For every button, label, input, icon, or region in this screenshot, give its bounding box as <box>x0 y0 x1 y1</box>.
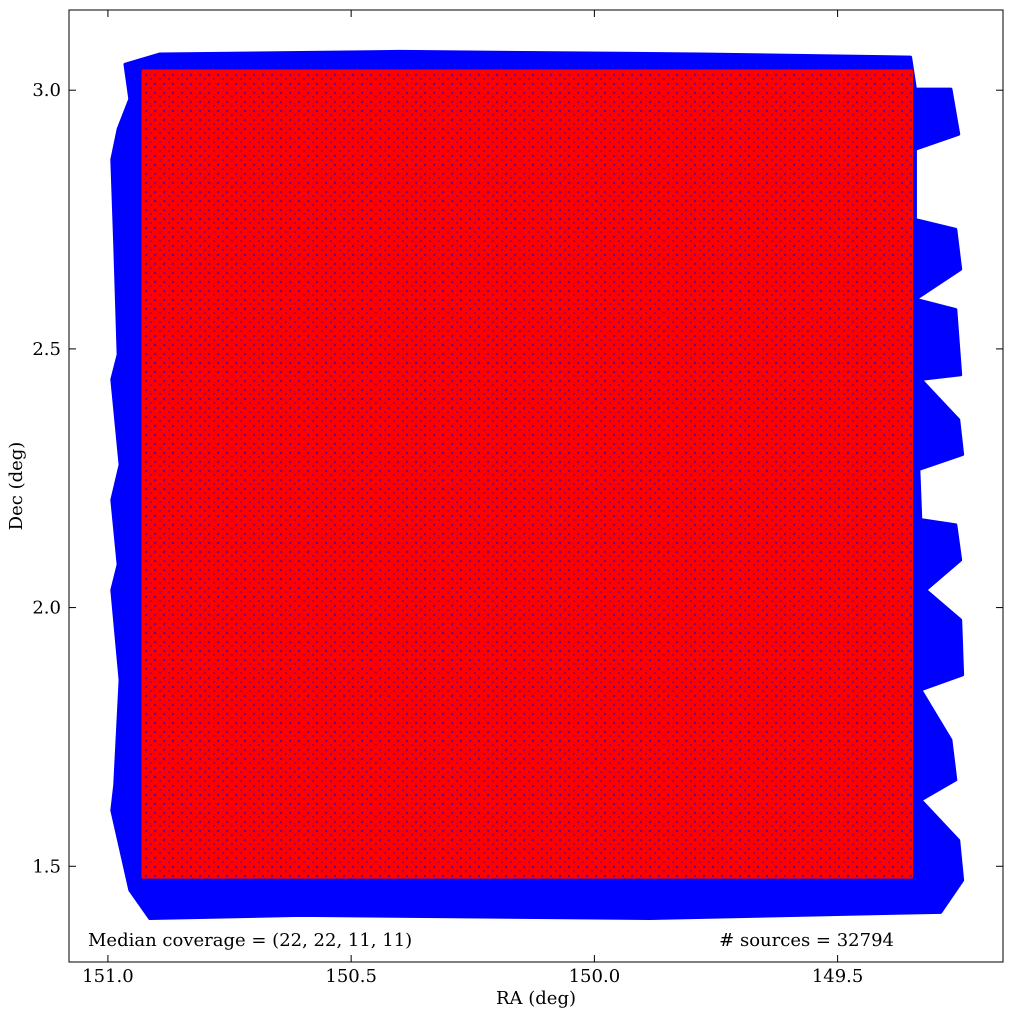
plot-area <box>110 49 965 921</box>
x-tick-label: 150.0 <box>569 966 621 987</box>
axes-frame <box>68 9 1004 963</box>
annotation: # sources = 32794 <box>719 930 894 951</box>
y-tick-label: 1.5 <box>32 856 61 877</box>
y-axis-label: Dec (deg) <box>6 442 27 531</box>
x-tick-label: 150.5 <box>325 966 377 987</box>
annotation: Median coverage = (22, 22, 11, 11) <box>88 930 412 951</box>
x-tick-label: 149.5 <box>812 966 864 987</box>
y-tick-label: 3.0 <box>32 80 61 101</box>
y-tick-label: 2.0 <box>32 598 61 619</box>
point-texture <box>142 71 912 878</box>
x-axis-label: RA (deg) <box>496 988 576 1009</box>
y-tick-label: 2.5 <box>32 339 61 360</box>
x-tick-label: 151.0 <box>82 966 134 987</box>
